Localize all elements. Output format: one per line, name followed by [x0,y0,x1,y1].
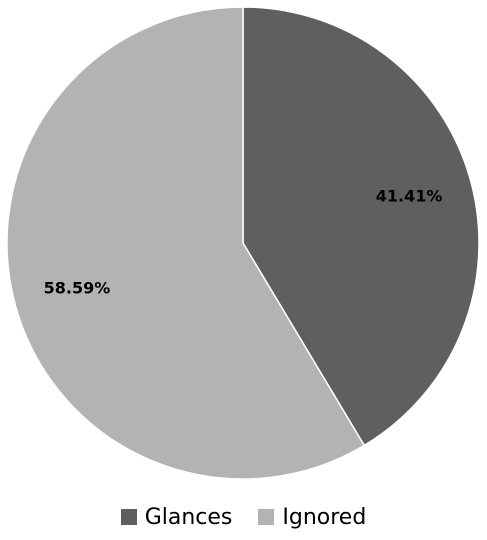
legend-swatch-ignored [258,509,275,525]
pie-slice-ignored [6,6,366,480]
legend-label-ignored: Ignored [282,504,367,530]
legend-item-glances: Glances [120,504,233,530]
data-label-ignored: 58.59% [44,278,111,297]
pie-chart: 41.41% 58.59% [6,6,480,480]
legend-item-ignored: Ignored [258,505,366,530]
pie-slices [6,6,480,480]
legend-label-glances: Glances [144,504,233,530]
data-label-glances: 41.41% [376,187,443,206]
pie-slice-glances [242,6,480,447]
pie-labels: 41.41% 58.59% [44,187,443,298]
legend: Glances Ignored [0,500,487,534]
legend-swatch-glances [120,509,137,525]
